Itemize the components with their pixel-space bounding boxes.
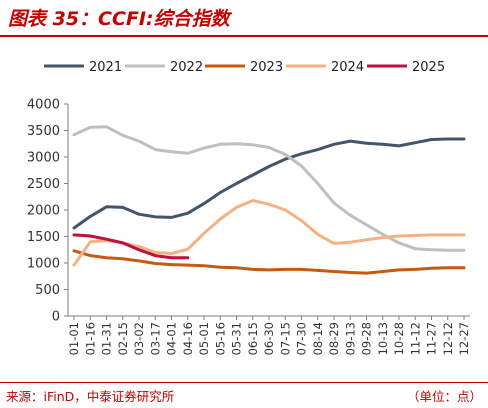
x-tick-label: 01-01 (67, 322, 81, 355)
series-line-2025 (72, 233, 190, 260)
x-tick-label: 07-15 (278, 322, 292, 355)
y-tick-label: 0 (52, 310, 60, 325)
y-tick-label: 1000 (27, 257, 60, 272)
y-tick-label: 2500 (27, 177, 60, 192)
x-tick-label: 09-28 (360, 322, 374, 355)
series-line-2021 (72, 137, 466, 230)
x-tick-label: 12-27 (457, 322, 471, 355)
x-tick-label: 06-30 (262, 322, 276, 355)
x-tick-label: 11-27 (425, 322, 439, 355)
series-line-2024 (72, 199, 466, 267)
x-tick-label: 11-12 (408, 322, 422, 355)
x-tick-label: 07-30 (295, 322, 309, 355)
series-line-2023 (72, 249, 466, 275)
y-tick-label: 2000 (27, 204, 60, 219)
x-tick-label: 03-02 (132, 322, 146, 355)
footer-divider (0, 382, 488, 383)
x-tick-label: 04-16 (181, 322, 195, 355)
series-line-2022 (72, 125, 466, 252)
x-tick-label: 05-01 (197, 322, 211, 355)
legend-label-2021: 2021 (89, 60, 122, 75)
x-tick-label: 08-14 (311, 322, 325, 355)
x-tick-label: 05-16 (213, 322, 227, 355)
source-note: 来源：iFinD，中泰证券研究所 (6, 389, 175, 404)
x-tick-label: 01-31 (100, 322, 114, 355)
x-tick-label: 03-17 (148, 322, 162, 355)
legend-label-2023: 2023 (250, 60, 283, 75)
title-divider (0, 35, 488, 37)
legend-label-2022: 2022 (170, 60, 203, 75)
y-tick-label: 3000 (27, 151, 60, 166)
x-tick-label: 02-15 (116, 322, 130, 355)
x-tick-label: 05-31 (230, 322, 244, 355)
x-tick-label: 12-12 (441, 322, 455, 355)
x-tick-label: 08-29 (327, 322, 341, 355)
y-tick-label: 3500 (27, 124, 60, 139)
x-tick-label: 04-01 (165, 322, 179, 355)
x-tick-label: 01-16 (83, 322, 97, 355)
unit-note: （单位：点） (406, 389, 482, 404)
y-tick-label: 4000 (27, 98, 60, 113)
chart-title: 图表 35：CCFI:综合指数 (8, 8, 230, 30)
legend-label-2025: 2025 (412, 60, 445, 75)
x-tick-label: 09-13 (343, 322, 357, 355)
legend-label-2024: 2024 (331, 60, 364, 75)
x-tick-label: 10-28 (392, 322, 406, 355)
x-tick-label: 10-13 (376, 322, 390, 355)
y-tick-label: 500 (35, 283, 60, 298)
x-tick-label: 06-15 (246, 322, 260, 355)
y-tick-label: 1500 (27, 230, 60, 245)
